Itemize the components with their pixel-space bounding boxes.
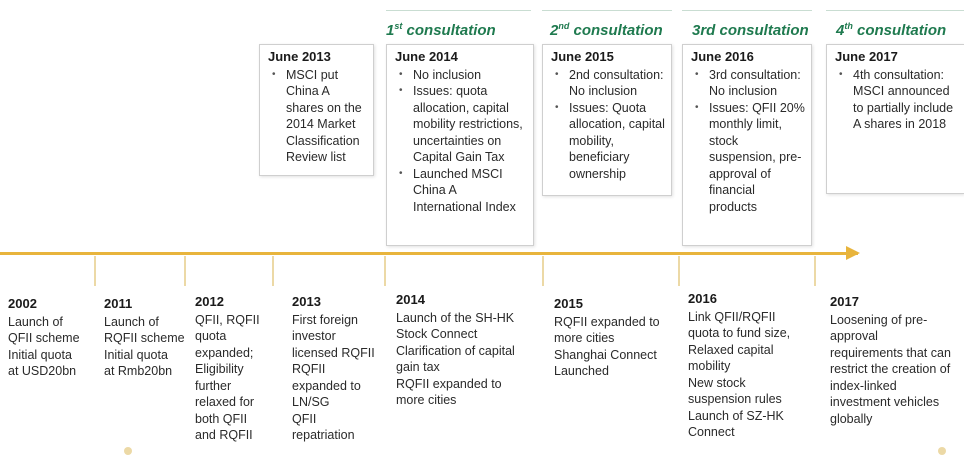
timeline-axis <box>0 252 858 255</box>
milestone-bullet: Issues: QFII 20% monthly limit, stock su… <box>691 100 805 216</box>
milestone-bullet: MSCI put China A shares on the 2014 Mark… <box>268 67 367 166</box>
event-line: approval <box>830 329 878 343</box>
timeline-tick <box>384 256 386 286</box>
event-line: investor <box>292 329 336 343</box>
milestone-title: June 2014 <box>395 49 458 64</box>
event-line: index-linked <box>830 378 897 393</box>
timeline-tick <box>94 256 96 286</box>
event-line: LN/SG <box>292 395 330 409</box>
event-line: Stock Connect <box>396 327 478 341</box>
event-line: RQFII scheme <box>104 331 185 345</box>
event-line: Eligibility <box>195 362 244 376</box>
event-line: licensed RQFII <box>292 345 375 360</box>
event-line: repatriation <box>292 428 355 442</box>
event-year: 2014 <box>396 292 425 307</box>
event-line: RQFII expanded to <box>396 376 502 391</box>
milestone-box-june-2014: June 2014 No inclusion Issues: quota all… <box>386 44 534 246</box>
event-line: further <box>195 378 232 393</box>
timeline-tick <box>542 256 544 286</box>
event-line: suspension rules <box>688 392 782 406</box>
event-line: RQFII expanded to <box>554 314 660 329</box>
event-line: expanded; <box>195 345 254 360</box>
event-line: mobility <box>688 359 731 373</box>
event-line: QFII <box>292 411 317 426</box>
event-line: at USD20bn <box>8 364 77 378</box>
timeline-tick <box>814 256 816 286</box>
event-year: 2012 <box>195 294 224 309</box>
event-line: Initial quota <box>104 347 168 362</box>
event-line: and RQFII <box>195 428 253 442</box>
event-line: gain tax <box>396 360 440 374</box>
milestone-bullet: No inclusion <box>395 67 527 84</box>
event-line: quota to fund size, <box>688 326 791 340</box>
event-year: 2011 <box>104 296 133 311</box>
bottom-marker-dot <box>938 447 946 455</box>
event-year: 2013 <box>292 294 321 309</box>
event-line: Clarification of capital <box>396 343 515 358</box>
timeline-arrow-icon <box>846 246 860 260</box>
event-line: at Rmb20bn <box>104 364 173 378</box>
event-line: Initial quota <box>8 347 72 362</box>
event-line: more cities <box>554 331 615 345</box>
timeline-tick <box>184 256 186 286</box>
event-line: relaxed for <box>195 395 255 409</box>
event-line: Launch of <box>8 314 63 329</box>
consultation-heading-3: 3rd consultation <box>682 10 812 40</box>
milestone-title: June 2016 <box>691 49 754 64</box>
event-line: investment vehicles <box>830 395 940 409</box>
event-line: Relaxed capital <box>688 342 774 357</box>
event-2015: 2015 RQFII expanded to more cities Shang… <box>554 296 660 380</box>
event-line: QFII scheme <box>8 331 80 345</box>
consultation-heading-4: 4th consultation <box>826 10 964 40</box>
milestone-box-june-2013: June 2013 MSCI put China A shares on the… <box>259 44 374 176</box>
event-line: New stock <box>688 375 746 390</box>
milestone-bullet: 2nd consultation: No inclusion <box>551 67 665 100</box>
milestone-bullet: 3rd consultation: No inclusion <box>691 67 805 100</box>
event-line: Shanghai Connect <box>554 347 657 362</box>
milestone-title: June 2013 <box>268 49 331 64</box>
event-2002: 2002 Launch of QFII scheme Initial quota… <box>8 296 80 380</box>
milestone-title: June 2017 <box>835 49 898 64</box>
milestone-box-june-2017: June 2017 4th consultation: MSCI announc… <box>826 44 964 194</box>
event-line: more cities <box>396 393 457 407</box>
event-year: 2002 <box>8 296 37 311</box>
event-line: both QFII <box>195 411 248 426</box>
event-line: Launched <box>554 364 609 378</box>
milestone-bullet: Issues: Quota allocation, capital mobili… <box>551 100 665 183</box>
consultation-heading-1: 1st consultation <box>386 10 531 40</box>
event-year: 2016 <box>688 291 717 306</box>
event-line: globally <box>830 411 873 426</box>
event-year: 2015 <box>554 296 583 311</box>
event-year: 2017 <box>830 294 859 309</box>
consultation-heading-2: 2nd consultation <box>542 10 672 40</box>
event-line: First foreign <box>292 312 358 327</box>
event-2014: 2014 Launch of the SH-HK Stock Connect C… <box>396 292 515 409</box>
milestone-box-june-2015: June 2015 2nd consultation: No inclusion… <box>542 44 672 196</box>
milestone-title: June 2015 <box>551 49 614 64</box>
timeline-tick <box>678 256 680 286</box>
event-2011: 2011 Launch of RQFII scheme Initial quot… <box>104 296 185 380</box>
event-2012: 2012 QFII, RQFII quota expanded; Eligibi… <box>195 294 260 444</box>
event-2013: 2013 First foreign investor licensed RQF… <box>292 294 375 444</box>
bottom-marker-dot <box>124 447 132 455</box>
event-line: quota <box>195 329 227 343</box>
event-line: restrict the creation of <box>830 362 951 376</box>
event-line: Launch of <box>104 314 159 329</box>
event-line: RQFII <box>292 362 326 376</box>
milestone-bullet: Launched MSCI China A International Inde… <box>395 166 527 216</box>
event-line: Connect <box>688 425 735 439</box>
event-line: Loosening of pre- <box>830 312 928 327</box>
milestone-bullet: 4th consultation: MSCI announced to part… <box>835 67 958 133</box>
event-line: expanded to <box>292 378 361 393</box>
event-line: QFII, RQFII <box>195 312 260 327</box>
event-2017: 2017 Loosening of pre- approval requirem… <box>830 294 951 427</box>
event-line: requirements that can <box>830 345 951 360</box>
event-line: Launch of the SH-HK <box>396 310 515 325</box>
event-line: Link QFII/RQFII <box>688 309 776 324</box>
timeline-tick <box>272 256 274 286</box>
milestone-box-june-2016: June 2016 3rd consultation: No inclusion… <box>682 44 812 246</box>
event-2016: 2016 Link QFII/RQFII quota to fund size,… <box>688 291 790 441</box>
milestone-bullet: Issues: quota allocation, capital mobili… <box>395 83 527 166</box>
event-line: Launch of SZ-HK <box>688 408 784 423</box>
